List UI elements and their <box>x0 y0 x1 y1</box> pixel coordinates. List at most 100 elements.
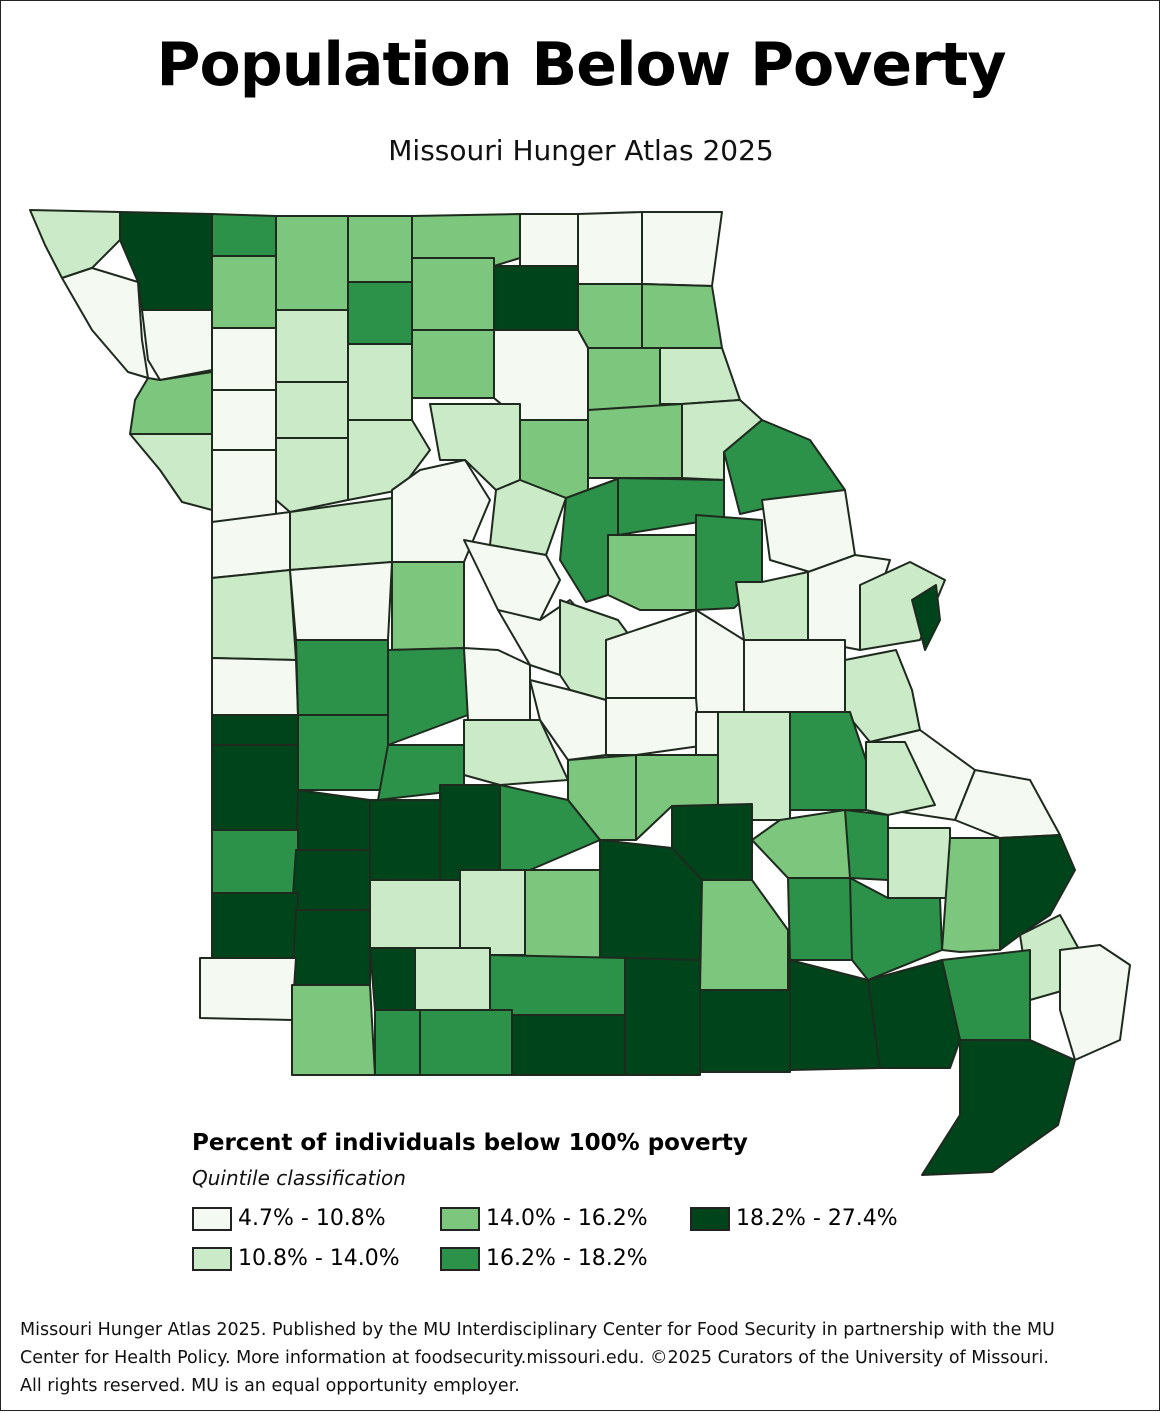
legend-swatch <box>192 1206 232 1231</box>
legend-label: 10.8% - 14.0% <box>238 1246 400 1271</box>
county-21 <box>211 389 277 451</box>
county-13 <box>275 309 349 383</box>
county-108 <box>374 1009 421 1076</box>
county-114 <box>867 959 961 1069</box>
footer-line: Missouri Hunger Atlas 2025. Published by… <box>20 1320 1055 1340</box>
county-8 <box>577 211 643 285</box>
county-24 <box>411 329 495 399</box>
footer-credits: Missouri Hunger Atlas 2025. Published by… <box>20 1316 1145 1400</box>
county-28 <box>129 433 213 511</box>
county-93 <box>699 879 789 991</box>
legend-label: 14.0% - 16.2% <box>486 1206 648 1231</box>
county-47 <box>391 561 465 651</box>
legend-item-class-4: 16.2% - 18.2% <box>440 1246 648 1271</box>
county-75 <box>717 711 791 821</box>
legend-item-class-5: 18.2% - 27.4% <box>690 1206 898 1231</box>
county-17 <box>577 283 643 349</box>
county-78 <box>954 769 1061 839</box>
county-30 <box>275 437 349 513</box>
county-14 <box>347 281 413 345</box>
legend-label: 18.2% - 27.4% <box>736 1206 898 1231</box>
county-106 <box>199 957 297 1021</box>
footer-line: All rights reserved. MU is an equal oppo… <box>20 1376 520 1396</box>
county-110 <box>624 957 701 1076</box>
legend-item-class-3: 14.0% - 16.2% <box>440 1206 648 1231</box>
county-72 <box>463 719 569 786</box>
legend-swatch <box>440 1246 480 1271</box>
county-90 <box>459 869 526 956</box>
county-81 <box>439 784 501 881</box>
county-18 <box>641 283 723 349</box>
county-19 <box>211 327 277 391</box>
county-57 <box>387 647 469 746</box>
county-73 <box>567 754 637 841</box>
map-title: Population Below Poverty <box>156 30 1007 100</box>
legend-label: 4.7% - 10.8% <box>238 1206 386 1231</box>
county-77 <box>865 741 936 816</box>
legend-title: Percent of individuals below 100% povert… <box>192 1130 748 1156</box>
county-68 <box>211 714 299 746</box>
county-6 <box>411 213 521 267</box>
county-105 <box>1059 944 1131 1061</box>
county-10 <box>61 267 149 379</box>
county-1 <box>29 209 121 279</box>
county-4 <box>275 215 349 311</box>
county-49 <box>607 534 697 611</box>
county-27 <box>659 347 741 405</box>
county-80 <box>369 799 441 881</box>
county-89 <box>369 879 461 949</box>
legend-subtitle: Quintile classification <box>192 1166 406 1190</box>
footer-line: Center for Health Policy. More informati… <box>20 1348 1049 1368</box>
county-65 <box>605 697 701 756</box>
legend-label: 16.2% - 18.2% <box>486 1246 648 1271</box>
county-22 <box>275 381 349 439</box>
county-79 <box>295 789 371 851</box>
county-88 <box>291 849 371 911</box>
county-50 <box>735 571 809 641</box>
county-82 <box>499 784 601 871</box>
county-102 <box>489 954 626 1016</box>
county-12 <box>211 255 277 329</box>
county-9 <box>641 211 723 287</box>
county-85 <box>844 809 889 881</box>
county-42 <box>289 561 393 641</box>
county-69 <box>297 714 389 791</box>
county-29 <box>211 449 277 523</box>
county-96 <box>941 837 1001 953</box>
county-31 <box>347 419 431 501</box>
county-56 <box>295 639 389 716</box>
county-53 <box>211 657 299 716</box>
county-20 <box>129 371 213 435</box>
county-111 <box>511 1014 626 1076</box>
legend-swatch <box>440 1206 480 1231</box>
map-subtitle: Missouri Hunger Atlas 2025 <box>388 134 774 167</box>
county-100 <box>369 947 416 1011</box>
legend-item-class-2: 10.8% - 14.0% <box>192 1246 400 1271</box>
county-37 <box>211 511 291 579</box>
county-86 <box>887 827 951 899</box>
legend-item-class-1: 4.7% - 10.8% <box>192 1206 386 1231</box>
county-16 <box>493 265 579 331</box>
county-40 <box>489 479 567 556</box>
county-94 <box>787 877 861 961</box>
county-23 <box>347 343 413 421</box>
county-3 <box>211 213 277 257</box>
county-101 <box>414 947 491 1011</box>
county-26 <box>587 347 661 411</box>
county-97 <box>999 834 1076 951</box>
county-15 <box>411 257 495 331</box>
county-107 <box>291 984 376 1076</box>
county-112 <box>699 989 791 1073</box>
county-11 <box>141 309 213 381</box>
county-91 <box>524 869 601 959</box>
county-36 <box>723 419 846 515</box>
county-60 <box>743 639 846 713</box>
county-115 <box>921 1039 1076 1176</box>
county-63 <box>463 647 531 721</box>
county-87 <box>211 829 299 894</box>
county-98 <box>211 892 299 959</box>
legend-swatch <box>690 1206 730 1231</box>
county-71 <box>211 744 299 831</box>
county-41 <box>211 569 297 661</box>
